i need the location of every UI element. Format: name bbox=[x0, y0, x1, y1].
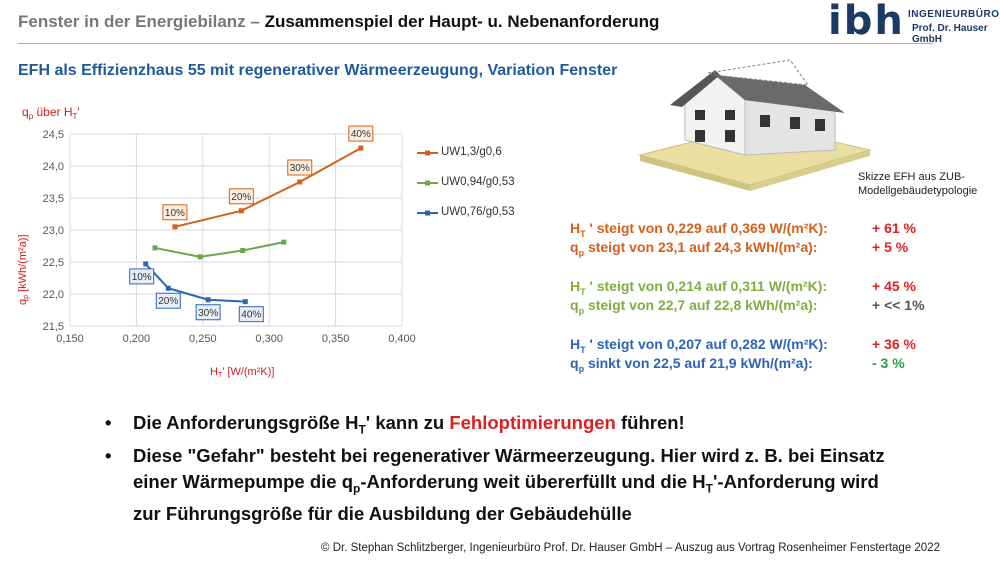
data-point bbox=[197, 254, 203, 260]
data-point bbox=[172, 224, 178, 230]
logo-letters: ibh bbox=[828, 0, 905, 44]
svg-text:qp [kWh/(m²a)]: qp [kWh/(m²a)] bbox=[17, 234, 30, 305]
stat-ht-0-text: HT ' steigt von 0,229 auf 0,369 W/(m²K): bbox=[570, 220, 828, 239]
svg-text:10%: 10% bbox=[132, 272, 152, 283]
svg-text:10%: 10% bbox=[165, 208, 185, 219]
svg-text:HT' [W/(m²K)]: HT' [W/(m²K)] bbox=[210, 366, 274, 379]
bullet-2-sub2: T bbox=[705, 481, 714, 496]
chart-grid bbox=[69, 133, 403, 327]
legend-item-1 bbox=[417, 180, 438, 186]
stat-qp-2-value: - 3 % bbox=[872, 355, 905, 371]
data-label: 10% bbox=[162, 204, 188, 221]
y-tick-label: 23,5 bbox=[43, 193, 64, 205]
data-label: 40% bbox=[348, 125, 374, 142]
image-caption: Skizze EFH aus ZUB-Modellgebäudetypologi… bbox=[858, 171, 978, 197]
data-point bbox=[143, 261, 149, 267]
legend-label-0: UW1,3/g0,6 bbox=[441, 146, 502, 158]
data-point bbox=[358, 145, 364, 151]
chart-title: qp über HT' bbox=[22, 105, 80, 121]
stat-qp-0-text: qp steigt von 23,1 auf 24,3 kWh/(m²a): bbox=[570, 239, 818, 258]
bullet-1-highlight: Fehloptimierungen bbox=[449, 412, 616, 433]
y-tick-label: 24,5 bbox=[43, 129, 64, 141]
bullet-2-text-a: Diese "Gefahr" besteht bei regenerativer… bbox=[133, 444, 885, 492]
stat-qp-0-value: + 5 % bbox=[872, 239, 909, 255]
logo-line1: INGENIEURBÜRO bbox=[908, 9, 1000, 20]
bullet-2: • Diese "Gefahr" besteht bei regenerative… bbox=[105, 444, 885, 525]
footer-copyright: © Dr. Stephan Schlitzberger, Ingenieurbü… bbox=[321, 542, 940, 554]
data-label: 30% bbox=[195, 304, 221, 321]
legend-item-2 bbox=[417, 210, 438, 216]
bullet-2-text-c: '-Anforderung wird zur Führungsgröße für… bbox=[133, 470, 879, 525]
svg-text:40%: 40% bbox=[241, 310, 261, 321]
svg-text:qp über HT': qp über HT' bbox=[22, 105, 80, 121]
data-label: 30% bbox=[287, 159, 313, 176]
data-label: 40% bbox=[238, 306, 264, 323]
y-tick-label: 22,5 bbox=[43, 257, 64, 269]
data-point bbox=[242, 299, 248, 305]
slide-title: Fenster in der Energiebilanz – Zusammens… bbox=[18, 12, 659, 32]
y-axis-label: qp [kWh/(m²a)] bbox=[17, 234, 30, 305]
data-point bbox=[297, 179, 303, 185]
house-sketch-image bbox=[638, 59, 872, 191]
x-tick-label: 0,250 bbox=[189, 333, 217, 345]
data-label: 20% bbox=[155, 292, 181, 309]
y-tick-label: 24,0 bbox=[43, 161, 64, 173]
legend-item-0 bbox=[417, 150, 438, 156]
data-point bbox=[152, 245, 158, 251]
series-line-0 bbox=[174, 147, 362, 228]
stat-ht-2-value: + 36 % bbox=[872, 336, 916, 352]
title-detail: Zusammenspiel der Haupt- u. Nebenanforde… bbox=[264, 12, 660, 31]
y-tick-label: 23,0 bbox=[43, 225, 64, 237]
x-tick-label: 0,200 bbox=[123, 333, 151, 345]
title-topic: Fenster in der Energiebilanz – bbox=[18, 12, 265, 31]
data-label: 20% bbox=[228, 188, 254, 205]
svg-text:30%: 30% bbox=[198, 308, 218, 319]
legend-label-2: UW0,76/g0,53 bbox=[441, 206, 515, 218]
svg-text:20%: 20% bbox=[231, 192, 251, 203]
svg-text:20%: 20% bbox=[158, 296, 178, 307]
logo-line2: Prof. Dr. Hauser GmbH bbox=[912, 23, 988, 45]
bullet-1-text-b: ' kann zu bbox=[365, 412, 450, 433]
slide-subtitle: EFH als Effizienzhaus 55 mit regenerativ… bbox=[18, 62, 618, 79]
series-line-2 bbox=[144, 263, 246, 303]
stat-qp-2-text: qp sinkt von 22,5 auf 21,9 kWh/(m²a): bbox=[570, 355, 813, 374]
bullet-2-sub1: p bbox=[353, 481, 361, 496]
x-tick-label: 0,150 bbox=[56, 333, 84, 345]
bullet-1: • Die Anforderungsgröße HT' kann zu Fehlo… bbox=[105, 412, 685, 437]
stat-ht-1-value: + 45 % bbox=[872, 278, 916, 294]
qp-ht-chart: qp über HT' 21,5 22,0 22,5 23,0 23,5 24,0 24,5… bbox=[17, 105, 438, 379]
data-label: 10% bbox=[129, 268, 155, 285]
bullet-list: • Die Anforderungsgröße HT' kann zu Fehlo… bbox=[105, 410, 895, 527]
x-axis-label: HT' [W/(m²K)] bbox=[210, 366, 274, 379]
axis-tick-labels: 21,5 22,0 22,5 23,0 23,5 24,0 24,5 0,150 0,200 0,… bbox=[43, 129, 416, 345]
bullet-2-text-b: -Anforderung weit übererfüllt und die H bbox=[360, 470, 706, 492]
x-tick-label: 0,300 bbox=[255, 333, 283, 345]
stat-ht-1-text: HT ' steigt von 0,214 auf 0,311 W/(m²K): bbox=[570, 278, 828, 297]
svg-text:40%: 40% bbox=[351, 129, 371, 140]
series-line-1 bbox=[154, 241, 285, 258]
data-point bbox=[205, 297, 211, 303]
series-layer: 10% 20% 30% 40% 10% 20% 30% 40% bbox=[129, 125, 374, 323]
data-point bbox=[238, 208, 244, 214]
stat-ht-0-value: + 61 % bbox=[872, 220, 916, 236]
data-point bbox=[281, 239, 287, 245]
y-tick-label: 22,0 bbox=[43, 289, 64, 301]
data-point bbox=[240, 247, 246, 253]
data-point bbox=[165, 285, 171, 291]
x-tick-label: 0,400 bbox=[388, 333, 416, 345]
bullet-1-text-a: Die Anforderungsgröße H bbox=[133, 412, 359, 433]
stat-ht-2-text: HT ' steigt von 0,207 auf 0,282 W/(m²K): bbox=[570, 336, 828, 355]
y-tick-label: 21,5 bbox=[43, 321, 64, 333]
company-logo: ibh INGENIEURBÜRO Prof. Dr. Hauser GmbH bbox=[828, 0, 999, 46]
x-tick-label: 0,350 bbox=[322, 333, 350, 345]
svg-text:30%: 30% bbox=[290, 163, 310, 174]
stat-qp-1-value: + << 1% bbox=[872, 297, 925, 313]
bullet-1-sub: T bbox=[358, 422, 366, 437]
legend-label-1: UW0,94/g0,53 bbox=[441, 176, 515, 188]
chart-legend bbox=[417, 150, 438, 216]
title-divider bbox=[18, 43, 933, 44]
bullet-1-text-c: führen! bbox=[615, 412, 685, 433]
stat-qp-1-text: qp steigt von 22,7 auf 22,8 kWh/(m²a): bbox=[570, 297, 818, 316]
